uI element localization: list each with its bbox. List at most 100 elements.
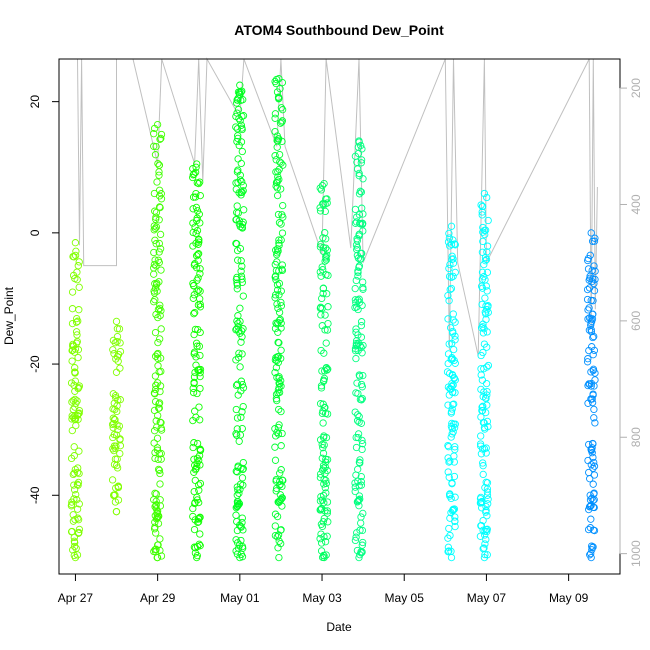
data-point [587,446,596,454]
data-point [449,329,457,337]
data-point [271,260,279,269]
data-point [152,497,160,505]
data-point [316,184,324,192]
data-point [355,418,363,426]
data-point [478,403,486,411]
data-point [112,368,121,376]
data-point [190,373,199,381]
data-point [156,301,164,309]
data-point [116,436,124,444]
data-point [278,211,286,219]
data-point [478,248,487,256]
data-point [444,443,453,451]
data-point [278,117,287,125]
data-point [278,476,286,484]
data-point [112,484,120,492]
data-point [189,219,197,227]
data-point [156,496,164,504]
data-point [157,419,165,427]
data-point [234,105,243,114]
point-series-7 [351,137,367,562]
data-point [482,379,491,388]
data-point [271,324,280,333]
data-point [156,304,164,313]
data-point [236,541,244,549]
data-point [155,161,164,169]
data-point [68,288,77,296]
data-point [111,498,120,506]
data-point [445,524,453,533]
data-point [482,508,490,516]
data-point [317,272,325,280]
data-point [322,433,331,442]
data-point [444,441,452,450]
data-point [359,509,367,518]
data-point [358,526,367,535]
data-point [154,338,162,347]
data-point [153,553,162,562]
data-point [194,518,203,526]
data-point [352,328,360,336]
data-point [75,409,83,417]
data-point [444,468,452,476]
data-point [156,135,164,143]
data-point [590,332,598,341]
data-point [234,209,242,217]
data-point [157,325,165,333]
data-point [275,339,283,347]
data-point [275,150,284,159]
data-point [451,522,459,531]
data-point [74,410,83,418]
data-point [358,445,366,454]
data-point [316,535,324,543]
data-point [590,490,598,498]
data-point [190,487,198,496]
data-point [112,394,120,402]
data-point [482,255,491,264]
data-point [590,471,599,479]
data-point [233,325,241,333]
data-point [236,317,244,326]
data-point [236,431,245,439]
data-point [191,407,199,415]
data-point [450,458,458,466]
data-point [193,553,201,562]
data-point [275,75,283,83]
data-point [589,366,597,375]
data-point [351,296,360,304]
point-series-5 [271,75,287,562]
data-point [75,406,84,415]
data-point [70,469,78,477]
data-point [151,489,159,497]
data-point [152,240,160,248]
data-point [279,201,287,210]
data-point [319,289,327,298]
data-point [152,502,160,510]
data-point [191,308,199,317]
data-point [112,317,121,326]
data-point [278,265,286,273]
data-point [233,414,242,422]
y-tick-label: -40 [28,486,42,504]
data-point [584,355,592,363]
data-point [111,339,119,347]
data-point [237,338,245,346]
data-point [275,383,283,392]
point-series-1 [108,317,125,516]
data-point [358,383,366,391]
data-point [355,169,363,178]
data-point [234,501,243,509]
data-point [588,546,596,554]
data-point [277,287,285,295]
data-point [449,259,458,267]
data-point [233,240,241,248]
data-point [70,537,79,545]
data-point [271,127,279,136]
data-point [447,433,455,441]
data-point [449,272,457,281]
data-point [444,543,453,551]
data-point [352,218,361,226]
data-point [68,415,76,423]
data-point [193,226,202,235]
data-point [236,363,244,371]
